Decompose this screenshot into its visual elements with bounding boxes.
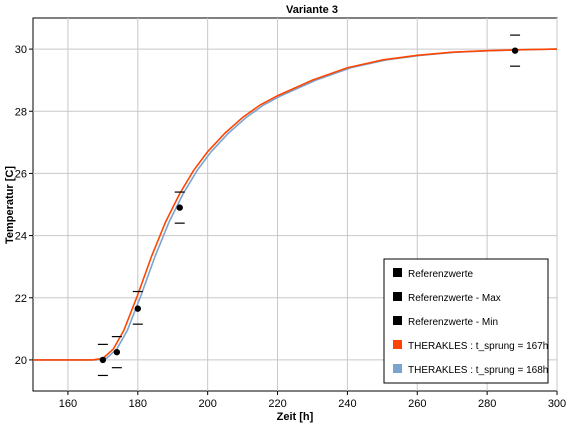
- x-tick-label: 160: [59, 398, 77, 410]
- y-tick-label: 20: [15, 355, 27, 367]
- reference-point: [176, 204, 183, 211]
- y-tick-label: 22: [15, 293, 27, 305]
- x-tick-label: 180: [129, 398, 147, 410]
- legend-swatch: [393, 364, 402, 373]
- x-tick-label: 300: [548, 398, 566, 410]
- reference-point: [511, 47, 519, 54]
- legend-entry: Referenzwerte - Max: [408, 293, 501, 304]
- x-axis-label: Zeit [h]: [277, 411, 314, 423]
- reference-point: [134, 305, 141, 312]
- y-axis-label: Temperatur [C]: [4, 166, 16, 244]
- y-tick-label: 30: [15, 44, 27, 56]
- x-tick-label: 260: [408, 398, 426, 410]
- x-tick-label: 280: [478, 398, 496, 410]
- legend-swatch: [393, 268, 402, 277]
- legend-swatch: [393, 292, 402, 301]
- legend-swatch: [393, 316, 402, 325]
- legend-entry: Referenzwerte: [408, 269, 473, 280]
- legend-swatch: [393, 340, 402, 349]
- x-axis-ticks: 160 180 200 220 240 260 280 300: [59, 391, 566, 410]
- legend-entry: THERAKLES : t_sprung = 167h: [408, 341, 548, 352]
- legend: Referenzwerte Referenzwerte - Max Referenz…: [383, 258, 549, 384]
- reference-point: [113, 348, 121, 356]
- y-tick-label: 28: [15, 106, 27, 118]
- x-tick-label: 200: [198, 398, 216, 410]
- y-tick-label: 24: [15, 231, 27, 243]
- legend-entry: THERAKLES : t_sprung = 168h: [408, 365, 548, 376]
- y-tick-label: 26: [15, 168, 27, 180]
- reference-markers: [97, 34, 521, 377]
- x-tick-label: 220: [268, 398, 286, 410]
- legend-entry: Referenzwerte - Min: [408, 317, 498, 328]
- y-axis-ticks: 20 22 24 26 28 30: [15, 44, 33, 367]
- legend-box: [383, 258, 549, 384]
- chart-title: Variante 3: [286, 4, 338, 16]
- reference-point: [99, 356, 107, 364]
- x-tick-label: 240: [338, 398, 356, 410]
